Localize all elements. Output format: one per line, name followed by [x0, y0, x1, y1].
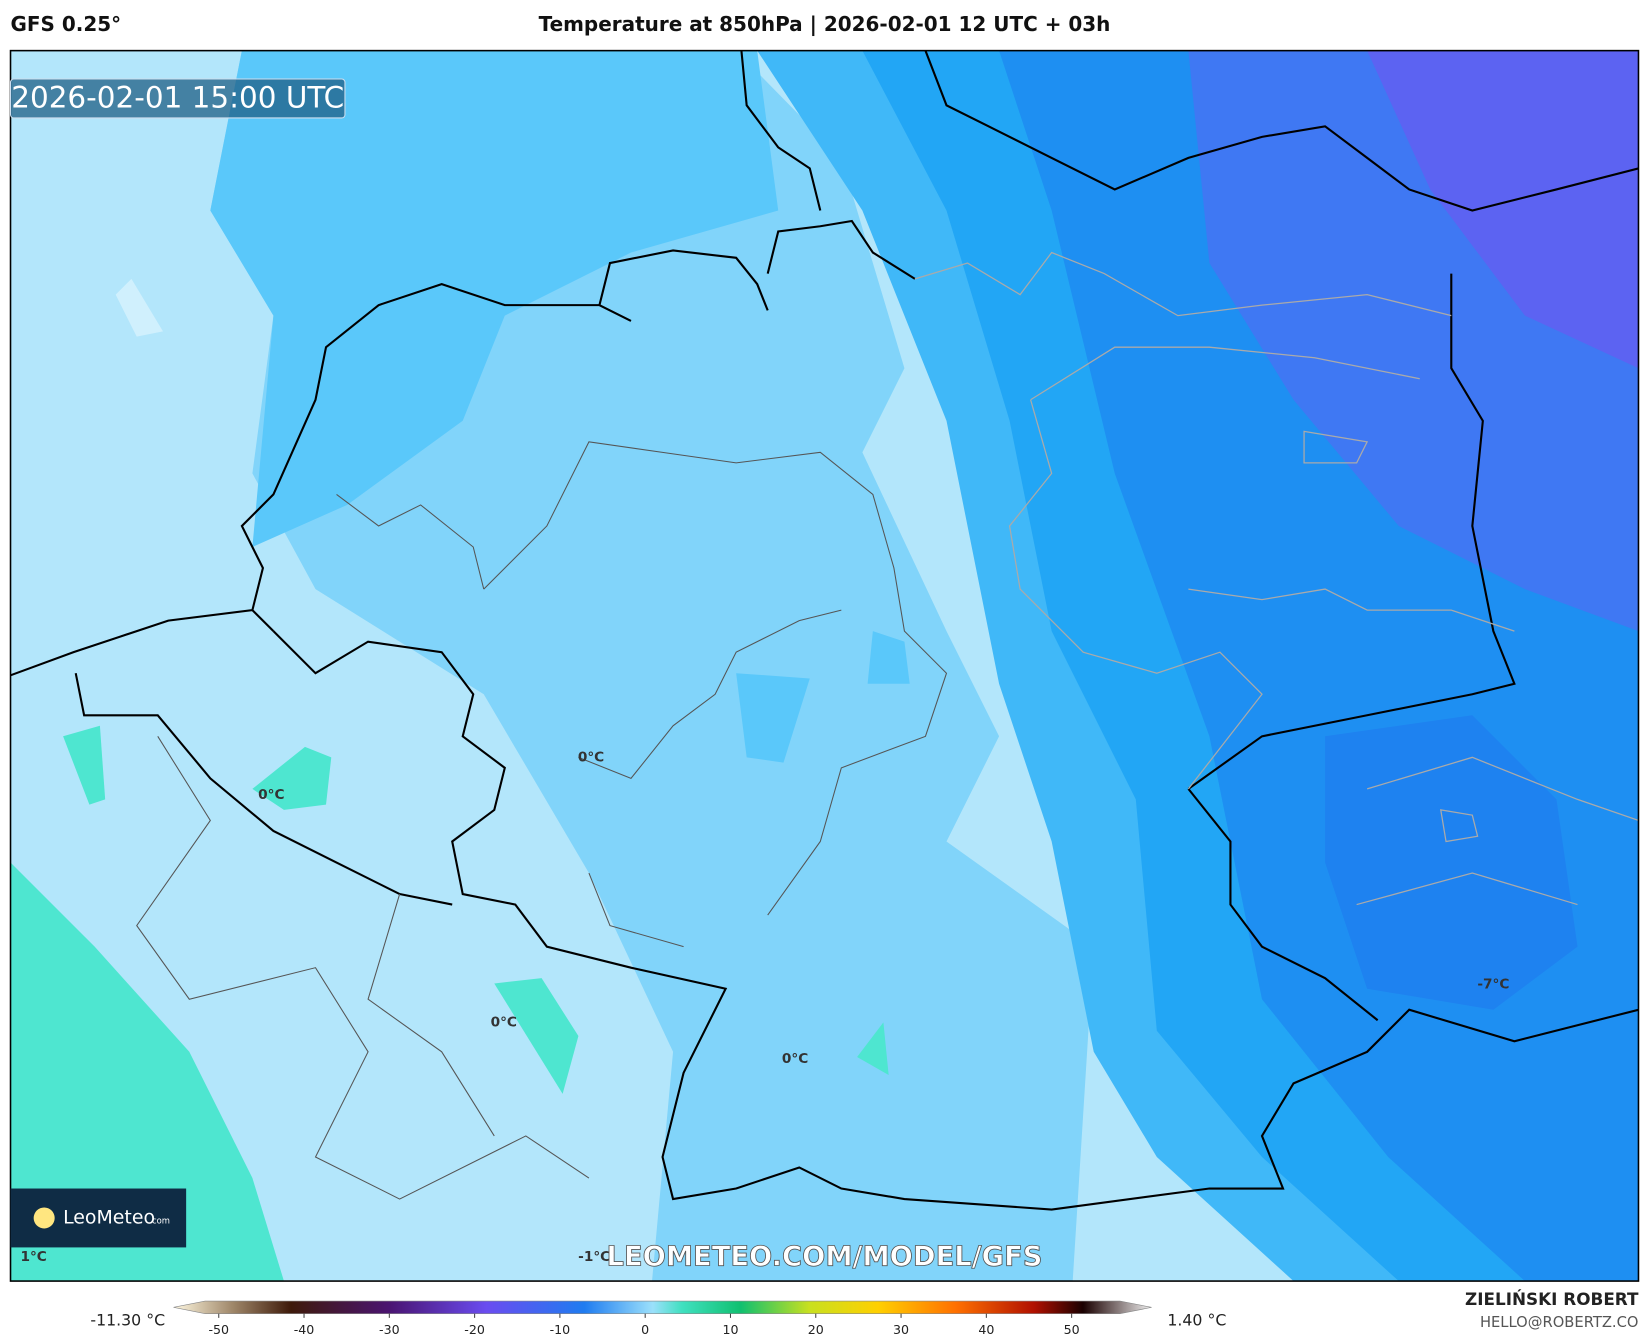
colorbar-max: 1.40 °C [1167, 1311, 1226, 1330]
contour-label: 0°C [782, 1051, 808, 1067]
map-title: Temperature at 850hPa | 2026-02-01 12 UT… [539, 12, 1111, 36]
watermark: LEOMETEO.COM/MODEL/GFS [607, 1241, 1043, 1272]
colorbar-tick-label: -10 [550, 1322, 571, 1337]
colorbar-tick-label: -50 [208, 1322, 229, 1337]
colorbar-tick-label: 0 [641, 1322, 649, 1337]
colorbar [173, 1300, 1152, 1314]
contour-label: 0°C [258, 787, 284, 803]
model-name: GFS 0.25° [11, 12, 122, 36]
contour-label: 1°C [20, 1249, 46, 1265]
colorbar-tick-label: 30 [893, 1322, 909, 1337]
colorbar-tick-label: -20 [464, 1322, 485, 1337]
author: ZIELIŃSKI ROBERT [1465, 1288, 1639, 1309]
map [10, 50, 1639, 1282]
logo-name: LeoMeteo [63, 1206, 155, 1228]
colorbar-tick-label: 40 [978, 1322, 994, 1337]
colorbar-min: -11.30 °C [90, 1311, 165, 1330]
contour-label: 0°C [491, 1014, 517, 1030]
logo-suffix: .com [149, 1216, 170, 1226]
colorbar-tick-label: -40 [294, 1322, 315, 1337]
colorbar-tick-label: 10 [722, 1322, 738, 1337]
timestamp: 2026-02-01 15:00 UTC [11, 81, 344, 115]
email: HELLO@ROBERTZ.CO [1480, 1314, 1639, 1331]
colorbar-tick-label: 20 [808, 1322, 824, 1337]
contour-label: 0°C [578, 749, 604, 765]
colorbar-tick-label: -30 [379, 1322, 400, 1337]
contour-label: -1°C [578, 1249, 610, 1265]
contour-label: -7°C [1477, 976, 1509, 992]
colorbar-tick-label: 50 [1064, 1322, 1080, 1337]
